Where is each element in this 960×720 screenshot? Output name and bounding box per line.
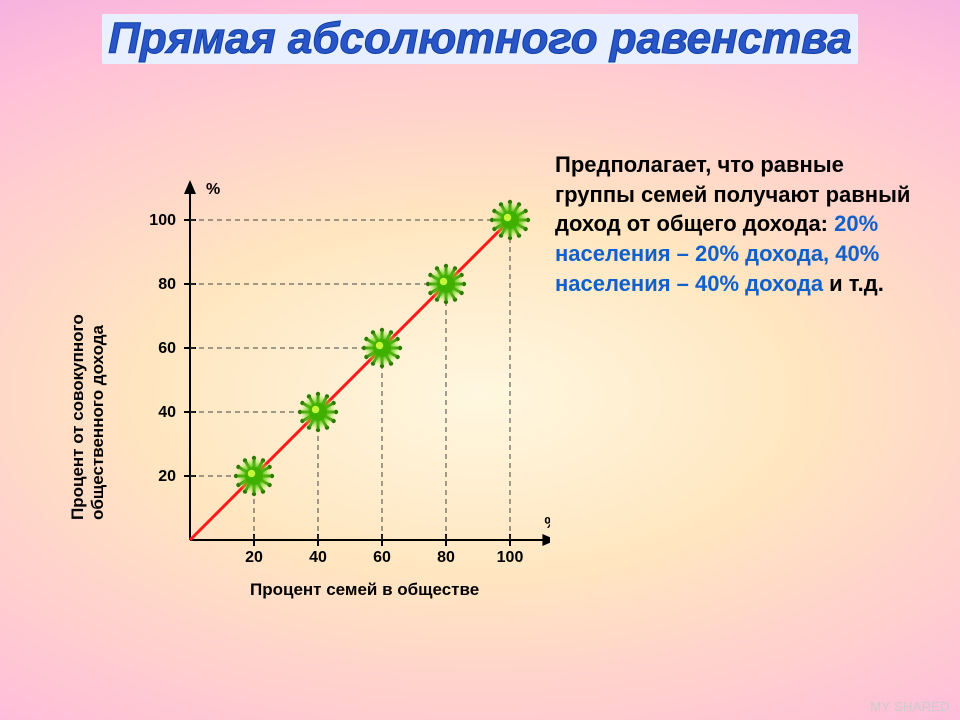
svg-text:20: 20 (158, 468, 176, 485)
y-axis-label: Процент от совокупного общественного дох… (68, 180, 108, 520)
svg-text:40: 40 (158, 404, 176, 421)
svg-text:60: 60 (373, 549, 391, 566)
x-axis-label: Процент семей в обществе (250, 580, 479, 600)
page-title: Прямая абсолютного равенства (0, 14, 960, 64)
svg-text:60: 60 (158, 340, 176, 357)
equality-chart: %% 20 40 60 80 100 20 40 60 80 100 (120, 100, 550, 600)
svg-text:%: % (206, 181, 220, 198)
svg-text:100: 100 (497, 549, 524, 566)
svg-text:40: 40 (309, 549, 327, 566)
svg-text:20: 20 (245, 549, 263, 566)
title-text: Прямая абсолютного равенства (102, 14, 858, 64)
description-span: и т.д. (823, 271, 884, 296)
svg-text:100: 100 (149, 212, 176, 229)
watermark: MY SHARED (870, 699, 950, 714)
description-text: Предполагает, что равные группы семей по… (555, 150, 925, 298)
svg-text:%: % (544, 515, 550, 532)
svg-text:80: 80 (158, 276, 176, 293)
slide: Прямая абсолютного равенства %% 20 40 60 80 1… (0, 0, 960, 720)
svg-text:80: 80 (437, 549, 455, 566)
